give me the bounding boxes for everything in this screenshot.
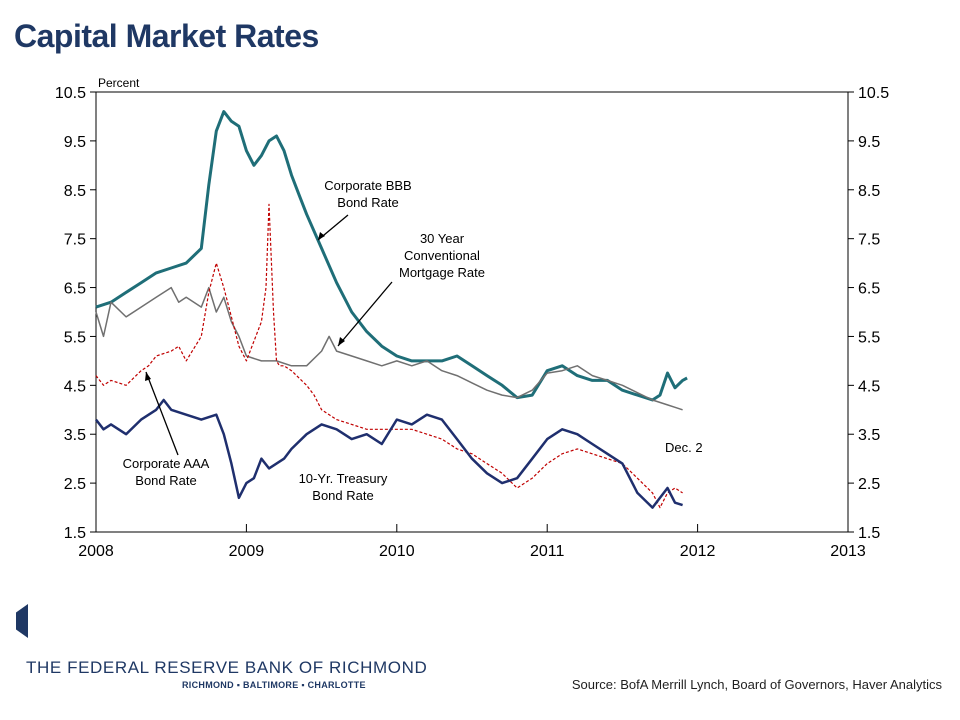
axis-ticks xyxy=(90,91,854,533)
x-tick-label: 2010 xyxy=(379,543,415,560)
y-tick-label-left: 8.5 xyxy=(64,183,86,200)
annotation-bbb-arrowhead xyxy=(318,232,325,240)
slide-title: Capital Market Rates xyxy=(14,18,319,54)
annotation-bbb-line1: Corporate BBB xyxy=(324,178,411,193)
source-note: Source: BofA Merrill Lynch, Board of Gov… xyxy=(571,677,942,692)
annotation-date-note: Dec. 2 xyxy=(665,440,703,455)
y-tick-label-left: 1.5 xyxy=(64,525,86,542)
series-layer xyxy=(95,110,688,509)
series-line-corporate-aaa-bond-rate xyxy=(95,203,683,509)
series-line-30-year-conventional-mortgage-rate xyxy=(95,286,683,411)
annotation-bbb: Corporate BBB Bond Rate xyxy=(317,178,412,241)
footer-organization: THE FEDERAL RESERVE BANK OF RICHMOND xyxy=(26,658,428,677)
annotation-aaa-arrowhead xyxy=(145,372,151,381)
y-tick-label-right: 7.5 xyxy=(858,232,880,249)
y-tick-label-left: 4.5 xyxy=(64,378,86,395)
y-tick-label-left: 10.5 xyxy=(55,85,86,102)
series-line-10-yr-treasury-bond-rate xyxy=(95,398,683,509)
y-tick-label-right: 2.5 xyxy=(858,476,880,493)
annotation-mortgage-line1: 30 Year xyxy=(420,231,465,246)
annotation-mortgage-arrowhead xyxy=(338,337,345,346)
x-tick-label: 2008 xyxy=(78,543,114,560)
y-tick-label-left: 6.5 xyxy=(64,281,86,298)
annotation-aaa: Corporate AAA Bond Rate xyxy=(123,371,210,488)
y-tick-label-right: 5.5 xyxy=(858,329,880,346)
annotation-aaa-arrow xyxy=(145,371,179,456)
annotation-mortgage-arrow xyxy=(337,281,393,347)
y-tick-label-right: 1.5 xyxy=(858,525,880,542)
y-tick-label-right: 10.5 xyxy=(858,85,889,102)
y-tick-label-right: 3.5 xyxy=(858,427,880,444)
annotation-bbb-line2: Bond Rate xyxy=(337,195,398,210)
y-tick-label-left: 9.5 xyxy=(64,134,86,151)
x-tick-label: 2011 xyxy=(530,543,565,560)
y-tick-label-left: 3.5 xyxy=(64,427,86,444)
annotation-aaa-line1: Corporate AAA xyxy=(123,456,210,471)
x-tick-label: 2013 xyxy=(830,543,866,560)
capital-market-rates-chart: 10.5 10.5 9.5 9.5 8.5 8.5 7.5 7.5 6.5 6.5 5.5 5.5 4.… xyxy=(55,76,889,560)
footer-tab-marker xyxy=(16,604,28,638)
y-tick-label-right: 8.5 xyxy=(858,183,880,200)
y-tick-label-right: 6.5 xyxy=(858,281,880,298)
x-tick-label: 2009 xyxy=(229,543,265,560)
annotation-mortgage: 30 Year Conventional Mortgage Rate xyxy=(337,231,485,347)
annotation-mortgage-line3: Mortgage Rate xyxy=(399,265,485,280)
x-tick-label: 2012 xyxy=(680,543,716,560)
y-tick-label-right: 4.5 xyxy=(858,378,880,395)
y-tick-label-left: 5.5 xyxy=(64,329,86,346)
annotation-mortgage-line2: Conventional xyxy=(404,248,480,263)
annotation-treasury-line2: Bond Rate xyxy=(312,488,373,503)
y-axis-unit-label: Percent xyxy=(98,76,140,90)
annotation-aaa-line2: Bond Rate xyxy=(135,473,196,488)
annotation-treasury-line1: 10-Yr. Treasury xyxy=(299,471,388,486)
footer-cities: RICHMOND ▪ BALTIMORE ▪ CHARLOTTE xyxy=(182,680,366,690)
y-tick-label-right: 9.5 xyxy=(858,134,880,151)
axis-tick-labels: 10.5 10.5 9.5 9.5 8.5 8.5 7.5 7.5 6.5 6.5 5.5 5.5 4.… xyxy=(55,85,889,560)
y-tick-label-left: 2.5 xyxy=(64,476,86,493)
y-tick-label-left: 7.5 xyxy=(64,232,86,249)
annotation-treasury: 10-Yr. Treasury Bond Rate xyxy=(299,471,388,503)
